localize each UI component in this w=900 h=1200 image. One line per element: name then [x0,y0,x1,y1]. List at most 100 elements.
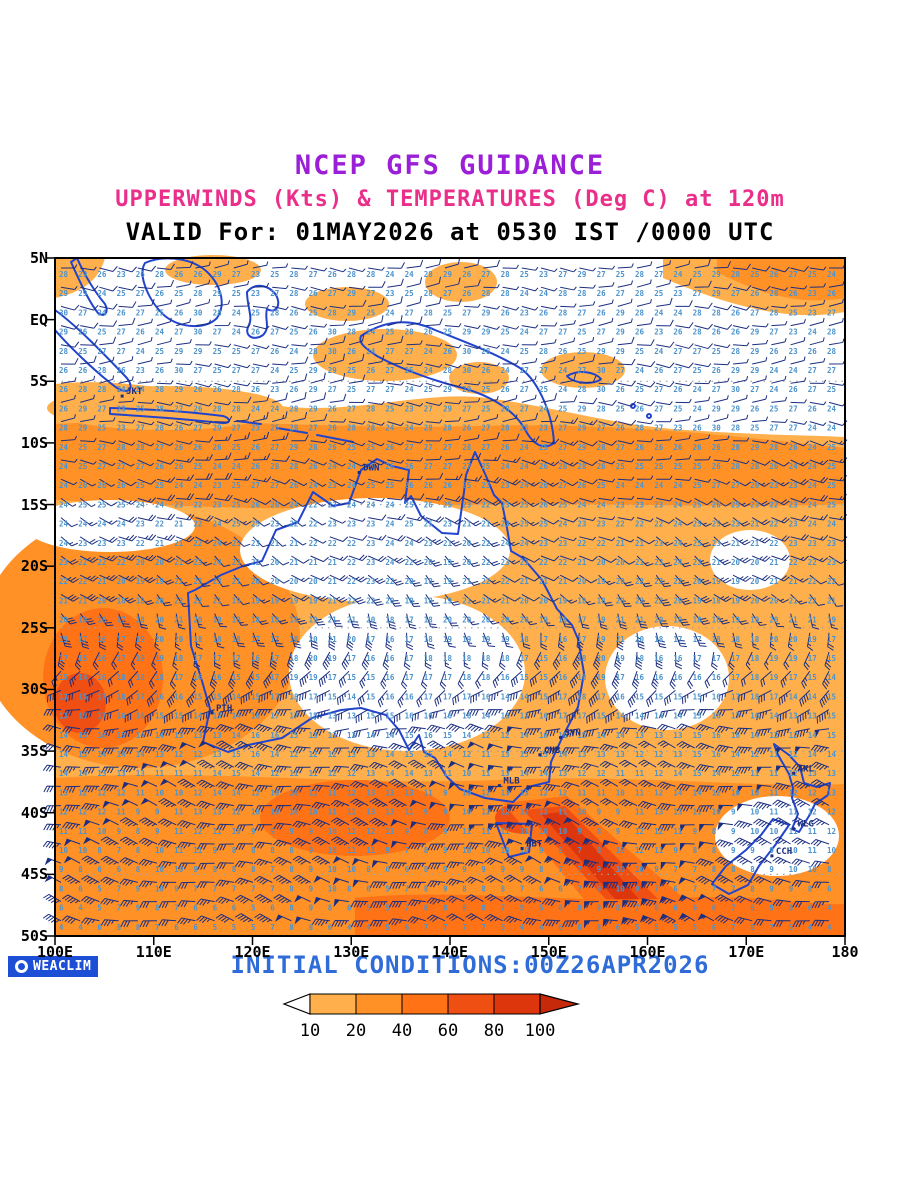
svg-text:25: 25 [366,481,375,490]
svg-text:22: 22 [539,558,548,567]
svg-text:11: 11 [808,827,818,836]
svg-text:18: 18 [635,654,645,663]
svg-text:10: 10 [462,788,472,797]
svg-text:18: 18 [443,654,453,663]
svg-text:14: 14 [78,769,88,778]
svg-text:23: 23 [769,481,779,490]
svg-text:25: 25 [693,462,702,471]
svg-text:24: 24 [673,500,683,509]
svg-text:14: 14 [808,692,818,701]
svg-text:25: 25 [827,443,836,452]
svg-text:9: 9 [462,865,467,874]
svg-text:16: 16 [385,635,395,644]
svg-text:14: 14 [693,788,703,797]
svg-text:22: 22 [347,577,356,586]
svg-text:24: 24 [501,347,511,356]
svg-text:26: 26 [155,289,165,298]
svg-text:5: 5 [366,904,371,913]
svg-text:27: 27 [385,366,394,375]
svg-text:26: 26 [155,366,165,375]
svg-text:14: 14 [520,769,530,778]
svg-text:24: 24 [97,289,107,298]
svg-text:28: 28 [827,347,837,356]
svg-text:8: 8 [712,865,717,874]
svg-text:7: 7 [405,846,410,855]
svg-text:16: 16 [405,712,415,721]
svg-text:19: 19 [443,577,453,586]
wind-barbs-layer [42,257,848,929]
svg-text:9: 9 [769,865,774,874]
svg-text:22: 22 [78,577,87,586]
svg-text:5: 5 [232,923,237,932]
svg-text:16: 16 [385,673,395,682]
svg-text:23: 23 [443,520,453,529]
svg-text:29: 29 [616,347,626,356]
svg-text:28: 28 [366,424,376,433]
svg-text:24: 24 [59,443,69,452]
svg-text:11: 11 [654,846,664,855]
svg-text:16: 16 [731,731,741,740]
svg-text:23: 23 [424,539,434,548]
svg-text:30: 30 [193,328,203,337]
svg-text:27: 27 [270,481,279,490]
svg-text:8: 8 [117,923,122,932]
svg-text:28: 28 [193,289,203,298]
svg-text:29: 29 [347,308,357,317]
svg-text:26: 26 [712,366,722,375]
svg-text:29: 29 [309,404,319,413]
svg-text:23: 23 [654,328,664,337]
svg-text:26: 26 [693,443,703,452]
svg-text:21: 21 [481,596,491,605]
svg-text:15: 15 [78,692,87,701]
svg-text:9: 9 [424,808,429,817]
svg-text:24: 24 [97,520,107,529]
svg-text:11: 11 [501,827,511,836]
svg-text:17: 17 [693,654,702,663]
svg-text:28: 28 [97,366,107,375]
svg-text:21: 21 [462,596,472,605]
svg-text:16: 16 [654,673,664,682]
svg-text:11: 11 [347,808,357,817]
svg-text:28: 28 [731,443,741,452]
svg-text:17: 17 [577,635,586,644]
title-valid-time: VALID For: 01MAY2026 at 0530 IST /0000 U… [125,218,775,246]
svg-text:29: 29 [462,328,472,337]
svg-text:14: 14 [520,731,530,740]
svg-text:9: 9 [789,884,794,893]
svg-text:16: 16 [750,712,760,721]
svg-text:20: 20 [501,616,511,625]
svg-text:4: 4 [520,923,525,932]
svg-text:13: 13 [577,750,587,759]
svg-text:28: 28 [481,289,491,298]
svg-text:29: 29 [443,385,453,394]
svg-text:28: 28 [232,385,242,394]
svg-text:21: 21 [789,577,799,586]
svg-text:19: 19 [136,577,146,586]
svg-text:14: 14 [750,731,760,740]
svg-text:7: 7 [462,923,467,932]
svg-text:24: 24 [59,520,69,529]
svg-text:10: 10 [750,808,760,817]
svg-text:25: 25 [78,443,87,452]
svg-text:16: 16 [405,692,415,701]
svg-text:25: 25 [443,328,452,337]
legend-value-80: 80 [484,1021,504,1041]
svg-text:6: 6 [539,884,544,893]
svg-text:22: 22 [385,577,394,586]
svg-text:18: 18 [558,616,568,625]
svg-text:14: 14 [347,692,357,701]
svg-text:16: 16 [712,692,722,701]
svg-text:7: 7 [155,923,160,932]
svg-text:26: 26 [174,308,184,317]
svg-text:21: 21 [635,539,645,548]
svg-text:19: 19 [289,673,299,682]
svg-text:27: 27 [232,270,241,279]
svg-text:6: 6 [232,904,237,913]
svg-text:16: 16 [424,731,434,740]
svg-text:24: 24 [501,539,511,548]
svg-text:28: 28 [78,385,88,394]
svg-text:19: 19 [443,635,453,644]
svg-text:21: 21 [558,577,568,586]
svg-text:6: 6 [558,923,563,932]
svg-text:20: 20 [654,616,664,625]
